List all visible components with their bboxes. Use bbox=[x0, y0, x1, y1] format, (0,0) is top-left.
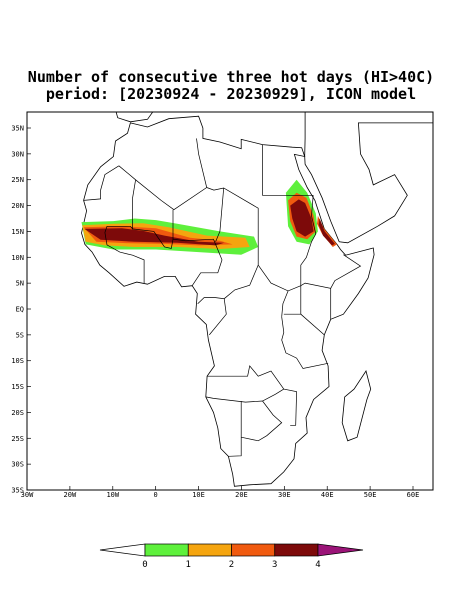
longitude-label: 60E bbox=[407, 491, 420, 499]
land-outline bbox=[341, 370, 372, 442]
latitude-label: 10N bbox=[11, 254, 24, 262]
land-outline bbox=[115, 112, 154, 123]
longitude-label: 30E bbox=[278, 491, 291, 499]
latitude-label: 20N bbox=[11, 202, 24, 210]
colorbar-label: 3 bbox=[272, 560, 277, 570]
latitude-label: 30N bbox=[11, 150, 24, 158]
longitude-label: 20W bbox=[64, 491, 77, 499]
colorbar-max-triangle bbox=[317, 543, 364, 557]
colorbar-label: 1 bbox=[186, 560, 191, 570]
latitude-label: 10S bbox=[11, 357, 24, 365]
country-border bbox=[281, 290, 289, 317]
latitude-label: 20S bbox=[11, 409, 24, 417]
colorbar-label: 2 bbox=[229, 560, 234, 570]
colorbar-segment bbox=[231, 543, 276, 557]
colorbar-label: 0 bbox=[142, 560, 147, 570]
country-border bbox=[132, 228, 223, 286]
latitude-label: 15S bbox=[11, 383, 24, 391]
country-border bbox=[283, 285, 302, 315]
longitude-label: 0 bbox=[154, 491, 158, 499]
latitude-label: 25N bbox=[11, 176, 24, 184]
colorbar-min-triangle bbox=[99, 543, 146, 557]
longitude-label: 30W bbox=[21, 491, 34, 499]
country-border bbox=[262, 144, 314, 196]
longitude-label: 20E bbox=[235, 491, 248, 499]
country-border bbox=[207, 365, 297, 426]
colorbar-segment bbox=[274, 543, 319, 557]
land-outline bbox=[304, 112, 433, 244]
title-line: Number of consecutive three hot days (HI… bbox=[28, 68, 434, 86]
country-border bbox=[104, 179, 136, 233]
map-frame bbox=[26, 111, 434, 491]
longitude-label: 50E bbox=[364, 491, 377, 499]
longitude-label: 40E bbox=[321, 491, 334, 499]
hot-day-zone bbox=[84, 228, 225, 246]
latitude-label: 5N bbox=[16, 280, 24, 288]
latitude-label: 30S bbox=[11, 461, 24, 469]
latitude-label: 25S bbox=[11, 435, 24, 443]
longitude-label: 10W bbox=[106, 491, 119, 499]
colorbar-label: 4 bbox=[315, 560, 320, 570]
hot-day-zone bbox=[317, 215, 337, 247]
country-border bbox=[300, 195, 317, 286]
country-border bbox=[300, 313, 325, 336]
colorbar-segment bbox=[187, 543, 232, 557]
latitude-label: 15N bbox=[11, 228, 24, 236]
country-border bbox=[215, 187, 225, 242]
longitude-label: 10E bbox=[192, 491, 205, 499]
hot-day-zone bbox=[290, 199, 314, 237]
country-border bbox=[83, 165, 120, 201]
latitude-label: 35N bbox=[11, 125, 24, 133]
country-border bbox=[281, 316, 329, 369]
country-border bbox=[104, 232, 145, 284]
colorbar: 0 1 2 3 4 bbox=[99, 543, 364, 570]
country-border bbox=[205, 388, 284, 403]
latitude-label: 35S bbox=[11, 487, 24, 495]
latitude-label: EQ bbox=[16, 306, 24, 314]
colorbar-segment bbox=[144, 543, 189, 557]
country-border bbox=[257, 254, 362, 292]
latitude-label: 5S bbox=[16, 331, 24, 339]
country-border bbox=[241, 400, 283, 442]
country-border bbox=[209, 298, 227, 336]
title-line: period: [20230924 - 20230929], ICON mode… bbox=[46, 85, 416, 103]
map-area bbox=[81, 112, 433, 487]
hot-day-zone bbox=[318, 218, 335, 246]
